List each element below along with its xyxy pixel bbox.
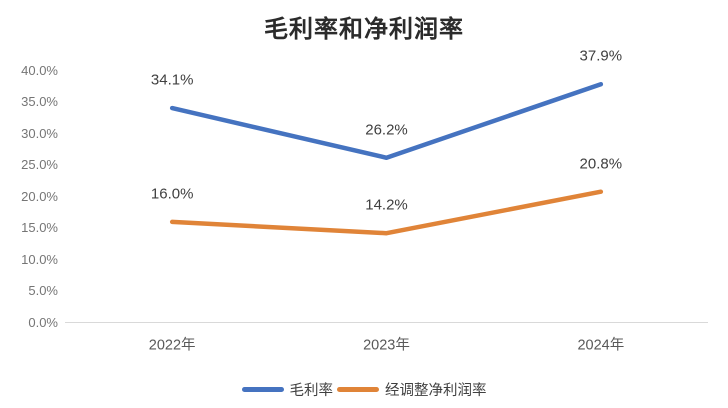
y-tick-label: 35.0% xyxy=(21,94,58,110)
data-label: 34.1% xyxy=(150,71,194,89)
legend-label: 经调整净利润率 xyxy=(385,382,487,399)
y-tick-label: 30.0% xyxy=(21,125,58,141)
legend-item-0: 毛利率 xyxy=(241,379,334,400)
y-tick-label: 5.0% xyxy=(28,283,58,299)
data-label: 20.8% xyxy=(579,155,623,173)
legend-line-swatch xyxy=(337,386,379,392)
legend-label: 毛利率 xyxy=(289,382,334,399)
data-label: 16.0% xyxy=(150,185,194,203)
legend-line-swatch xyxy=(241,386,284,392)
legend-item-1: 经调整净利润率 xyxy=(337,379,487,400)
series-line-1 xyxy=(169,189,604,236)
data-label: 14.2% xyxy=(365,196,408,214)
legend: 毛利率 经调整净利润率 xyxy=(0,377,728,401)
chart-title: 毛利率和净利润率 xyxy=(264,17,464,43)
y-tick-label: 15.0% xyxy=(21,220,58,236)
series-line-0 xyxy=(169,81,604,161)
y-tick-label: 10.0% xyxy=(21,251,58,267)
y-tick-label: 20.0% xyxy=(21,188,58,204)
x-category-label: 2023年 xyxy=(363,337,410,354)
y-tick-label: 0.0% xyxy=(28,314,58,330)
data-label: 26.2% xyxy=(365,121,408,139)
x-category-label: 2022年 xyxy=(148,337,196,354)
y-tick-label: 25.0% xyxy=(21,157,58,173)
x-category-label: 2024年 xyxy=(577,337,625,354)
data-label: 37.9% xyxy=(579,47,623,65)
y-tick-label: 40.0% xyxy=(21,63,58,78)
